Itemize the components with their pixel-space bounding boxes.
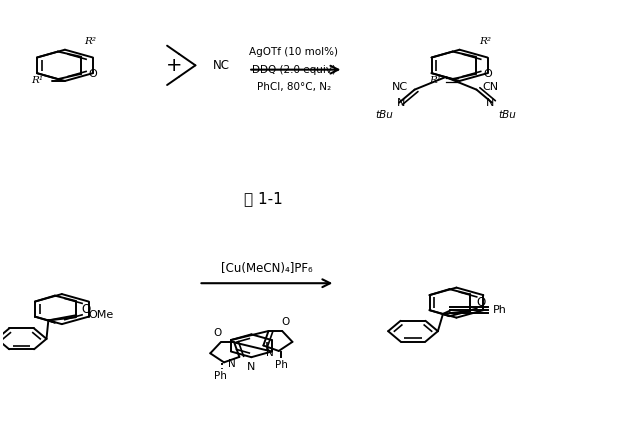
Text: Ph: Ph (214, 371, 227, 381)
Text: O: O (477, 296, 486, 309)
Text: AgOTf (10 mol%): AgOTf (10 mol%) (249, 47, 338, 57)
Text: DDQ (2.0 equiv): DDQ (2.0 equiv) (251, 65, 335, 75)
Text: CN: CN (483, 83, 499, 93)
Text: O: O (213, 328, 221, 338)
Text: O: O (88, 69, 97, 80)
Text: NC: NC (213, 59, 230, 72)
Text: Ph: Ph (493, 305, 507, 316)
Text: tBu: tBu (498, 111, 516, 121)
Text: R¹: R¹ (429, 76, 441, 85)
Text: N: N (396, 98, 405, 108)
Text: N: N (228, 359, 236, 369)
Text: PhCl, 80°C, N₂: PhCl, 80°C, N₂ (256, 82, 330, 92)
Text: N: N (247, 362, 256, 372)
Text: tBu: tBu (375, 111, 393, 121)
Text: R²: R² (479, 37, 491, 46)
Text: +: + (166, 56, 182, 75)
Text: O: O (281, 317, 290, 327)
Text: NC: NC (393, 83, 408, 93)
Text: Ph: Ph (275, 360, 288, 370)
Text: [Cu(MeCN)₄]PF₆: [Cu(MeCN)₄]PF₆ (221, 262, 313, 274)
Text: R²: R² (84, 37, 97, 46)
Text: OMe: OMe (89, 310, 114, 320)
Text: N: N (266, 348, 274, 357)
Text: O: O (82, 302, 91, 316)
Text: O: O (483, 69, 492, 80)
Text: R¹: R¹ (31, 76, 43, 86)
Text: N: N (487, 98, 495, 108)
Text: 式 1-1: 式 1-1 (245, 191, 283, 207)
